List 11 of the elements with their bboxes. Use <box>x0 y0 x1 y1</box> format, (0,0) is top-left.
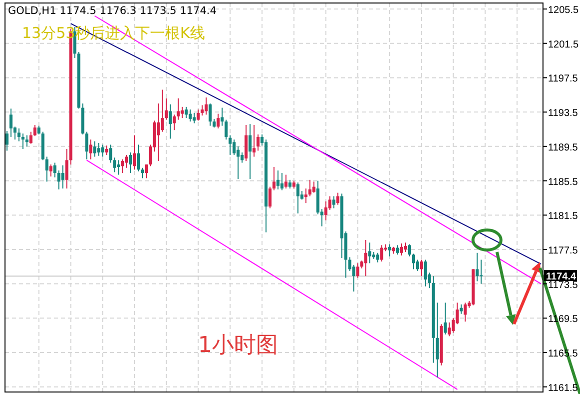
y-tick-label: 1185.5 <box>548 176 578 188</box>
y-tick-label: 1181.5 <box>548 211 578 222</box>
y-tick-label: 1193.5 <box>548 108 578 120</box>
y-tick-label: 1205.5 <box>548 5 580 16</box>
y-tick-label: 1177.5 <box>548 245 578 256</box>
chart-title: GOLD,H1 1174.5 1176.3 1173.5 1174.4 <box>8 5 217 17</box>
y-tick-label: 1189.5 <box>548 142 578 154</box>
y-tick-label: 1197.5 <box>548 74 578 85</box>
y-tick-label: 1161.5 <box>548 382 578 394</box>
annotation: 1小时图 <box>198 333 278 358</box>
y-tick-label: 1201.5 <box>548 39 580 50</box>
